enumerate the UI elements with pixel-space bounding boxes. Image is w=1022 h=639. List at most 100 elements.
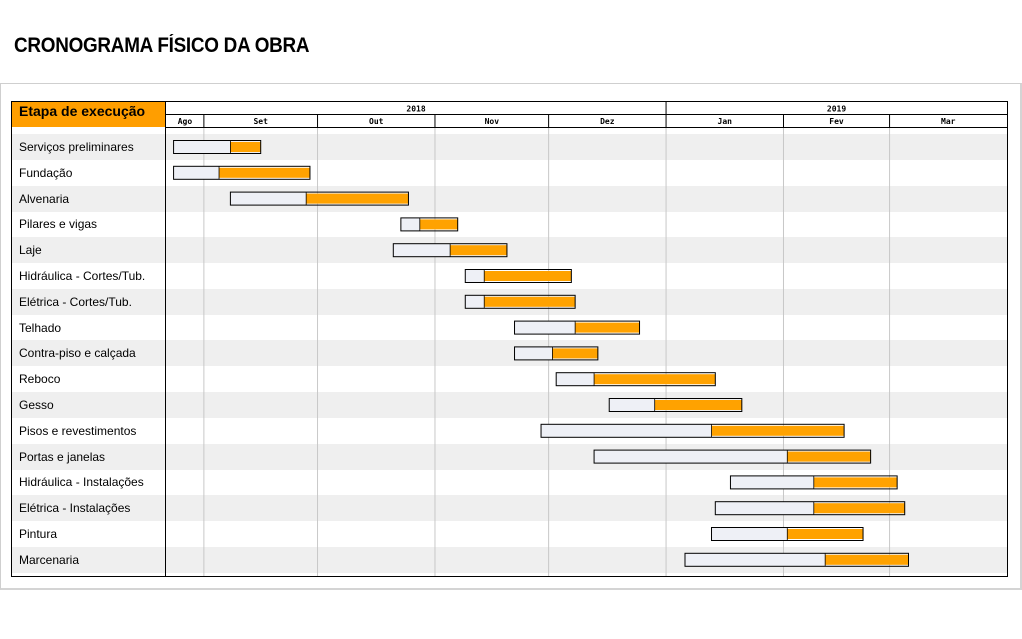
task-bar-outline [608,398,743,412]
task-bar-progress [594,374,716,385]
task-bar-progress [219,167,310,178]
gantt-panel: Etapa de execução Serviços preliminares F… [0,83,1022,590]
task-bar [540,423,845,438]
page-title: CRONOGRAMA FÍSICO DA OBRA [14,34,310,57]
task-bar-progress [230,142,261,152]
task-label: Hidráulica - Cortes/Tub. [19,269,146,283]
task-label: Elétrica - Instalações [19,501,131,516]
task-label: Telhado [19,320,62,335]
task-bar-planned [465,269,485,283]
task-label: Pisos e revestimentos [19,423,137,438]
task-label: Pintura [19,527,58,541]
task-bar-planned [514,346,553,360]
task-bar-progress [654,400,742,410]
task-bar-planned [730,475,814,489]
task-bar-planned [400,217,420,231]
task-bar-planned [715,501,814,515]
task-bar [593,449,872,464]
row-background [12,185,1007,212]
row-background [12,392,1007,418]
task-bar [229,191,409,206]
task-bar-outline [392,243,508,258]
task-bar-outline [714,501,906,516]
task-label: Portas e janelas [19,449,106,464]
month-label: Dez [600,117,615,126]
task-bar-outline [729,475,898,490]
task-bar-planned [684,553,826,567]
task-bar-outline [711,527,864,541]
task-bar [711,527,864,541]
task-bar-progress [552,348,598,359]
month-label: Ago [178,117,193,126]
task-label: Gesso [19,398,54,412]
task-label: Fundação [19,165,73,180]
task-bar-progress [484,296,576,307]
task-bar-outline [514,320,641,335]
task-bar [173,140,262,154]
task-bar-planned [711,527,788,541]
year-label: 2019 [827,105,846,114]
label-column-header: Etapa de execução [12,102,165,127]
task-label: Laje [19,243,42,258]
task-bar-progress [575,322,640,333]
task-bar-planned [173,166,220,180]
task-bar-progress [787,529,864,539]
task-bar-progress [306,193,409,204]
task-bar-progress [813,477,898,488]
task-bar-progress [419,219,458,230]
task-bar [514,320,641,335]
task-bar-outline [464,294,576,309]
month-label: Set [253,117,268,126]
task-bar [714,501,906,516]
task-bar-progress [484,271,572,281]
task-label: Alvenaria [19,191,70,206]
task-label: Elétrica - Cortes/Tub. [19,294,132,309]
task-bar-outline [540,423,845,438]
task-bar-planned [514,321,576,335]
task-bar [555,372,716,387]
task-label: Pilares e vigas [19,217,98,232]
task-label: Marcenaria [19,552,80,567]
task-bar-planned [465,295,485,309]
task-label: Hidráulica - Instalações [19,475,144,490]
task-bar-planned [230,192,307,206]
task-bar-progress [450,245,507,256]
task-label: Serviços preliminares [19,140,134,154]
task-bar-outline [684,552,910,567]
task-bar-planned [594,450,788,464]
month-label: Fev [829,117,844,126]
task-bar [684,552,910,567]
task-bar-outline [464,269,572,283]
task-bar-progress [825,554,909,565]
task-bar-outline [514,346,599,361]
task-label-column: Etapa de execução Serviços preliminares F… [12,102,166,576]
task-bar [392,243,508,258]
task-bar-planned [541,424,712,438]
task-bar-planned [609,398,655,412]
task-bar [729,475,898,490]
task-bar-planned [556,372,595,386]
task-bar [400,217,459,232]
task-bar-progress [711,425,845,436]
task-bar-progress [787,451,871,462]
task-bar [514,346,599,361]
task-label: Contra-piso e calçada [19,346,136,361]
task-bar-outline [173,165,311,180]
task-bar-outline [593,449,872,464]
gantt-chart: Etapa de execução Serviços preliminares F… [11,101,1008,577]
task-bar-outline [555,372,716,387]
task-bar-planned [393,243,451,257]
task-label: Reboco [19,372,61,387]
task-bar-outline [400,217,459,232]
task-bar [608,398,743,412]
task-bar-outline [229,191,409,206]
year-label: 2018 [406,105,425,114]
month-label: Nov [485,117,500,126]
month-label: Jan [718,117,733,126]
task-bar-outline [173,140,262,154]
gantt-timeline: 2018 2019 Ago Set Out Nov Dez Jan Fev Mar [166,102,1007,576]
task-bar [464,269,572,283]
row-background [12,340,1007,367]
task-bar [464,294,576,309]
month-label: Out [369,117,384,126]
